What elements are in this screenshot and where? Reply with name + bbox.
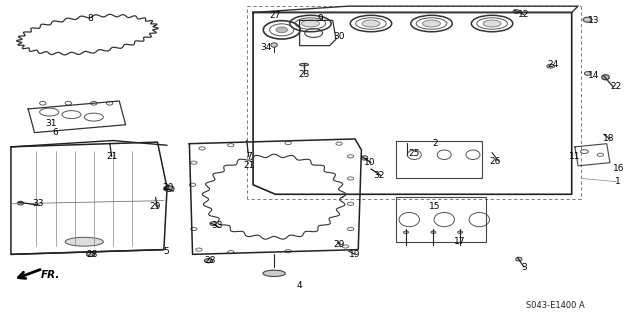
Ellipse shape (362, 156, 368, 160)
Text: 26: 26 (490, 157, 501, 166)
Ellipse shape (263, 270, 285, 277)
Ellipse shape (602, 75, 609, 80)
Text: 28: 28 (205, 256, 216, 265)
Ellipse shape (300, 63, 308, 66)
Text: 34: 34 (260, 43, 271, 52)
Text: 29: 29 (333, 241, 345, 249)
Text: 24: 24 (547, 60, 558, 69)
Text: 25: 25 (408, 149, 419, 158)
Ellipse shape (458, 231, 463, 234)
Ellipse shape (547, 64, 554, 68)
Text: 23: 23 (298, 70, 310, 78)
Text: 22: 22 (611, 82, 622, 91)
Text: 1: 1 (615, 177, 621, 186)
Text: 16: 16 (612, 165, 624, 174)
Text: 14: 14 (588, 71, 600, 80)
Text: 33: 33 (211, 221, 223, 230)
Ellipse shape (584, 71, 591, 75)
Text: 2: 2 (432, 139, 438, 148)
Text: 33: 33 (32, 199, 44, 208)
Text: 5: 5 (163, 247, 169, 256)
Ellipse shape (276, 27, 287, 33)
Text: S043-E1400 A: S043-E1400 A (526, 301, 585, 310)
Ellipse shape (271, 43, 277, 47)
Text: 11: 11 (569, 152, 580, 161)
Text: 21: 21 (106, 152, 117, 161)
Ellipse shape (17, 201, 24, 205)
Text: 7: 7 (246, 152, 252, 161)
Text: 13: 13 (588, 16, 600, 25)
Text: 29: 29 (149, 203, 161, 211)
Ellipse shape (483, 20, 501, 27)
Ellipse shape (301, 20, 319, 27)
Text: 3: 3 (521, 263, 527, 271)
Text: FR.: FR. (41, 270, 60, 280)
Ellipse shape (86, 252, 95, 256)
Text: 18: 18 (603, 134, 614, 144)
Text: 6: 6 (52, 128, 58, 137)
Text: 28: 28 (87, 250, 98, 259)
Text: 32: 32 (373, 171, 384, 180)
Text: 10: 10 (364, 158, 376, 167)
Ellipse shape (516, 257, 522, 261)
Text: 27: 27 (269, 11, 281, 20)
Ellipse shape (362, 20, 380, 27)
Text: 8: 8 (88, 14, 93, 23)
Text: 20: 20 (163, 183, 174, 192)
Ellipse shape (513, 10, 520, 13)
Ellipse shape (431, 231, 436, 234)
Ellipse shape (210, 222, 216, 226)
Ellipse shape (583, 17, 592, 22)
Text: 12: 12 (518, 10, 529, 19)
Text: 17: 17 (454, 237, 466, 246)
Ellipse shape (403, 231, 408, 234)
Text: 9: 9 (317, 14, 323, 23)
Ellipse shape (422, 20, 440, 27)
Text: 15: 15 (429, 203, 440, 211)
Ellipse shape (164, 186, 174, 191)
Text: 21: 21 (243, 161, 254, 170)
Text: 19: 19 (349, 250, 361, 259)
Text: 4: 4 (297, 281, 303, 291)
Text: 30: 30 (333, 32, 345, 41)
Ellipse shape (204, 259, 212, 263)
Ellipse shape (65, 237, 103, 246)
Text: 31: 31 (45, 119, 57, 128)
